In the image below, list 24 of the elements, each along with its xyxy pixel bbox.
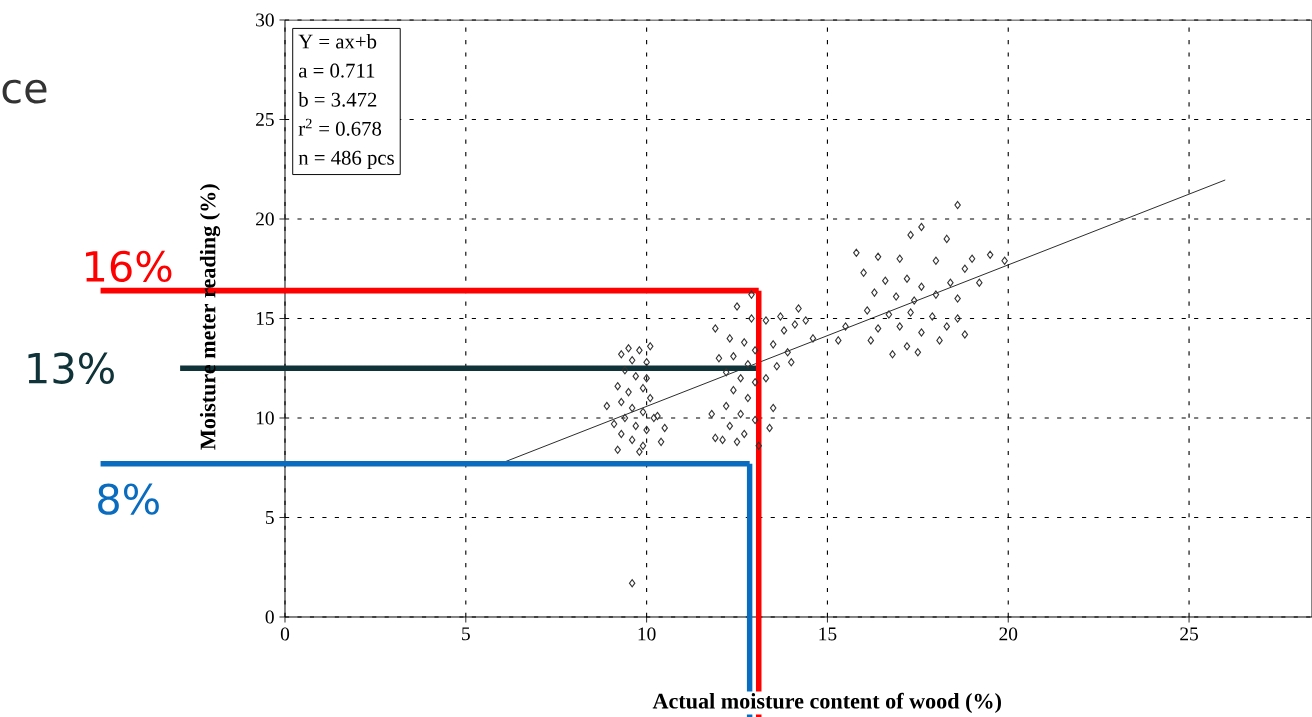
y-tick-label: 0	[265, 610, 274, 624]
x-tick-label: 15	[819, 627, 837, 641]
ref-line-label: 16%	[86, 250, 172, 283]
annotation: a = 0.711	[298, 63, 375, 78]
annotation: r$^{2}$ = 0.678	[298, 118, 382, 136]
x-tick-label: 5	[462, 627, 470, 641]
y-axis-title: Moisture meter reading (%)	[199, 184, 221, 450]
ref-line-label: 13%	[28, 352, 114, 384]
y-tick-label: 20	[256, 212, 274, 226]
y-tick-label: 30	[256, 13, 274, 27]
x-tick-label: 20	[999, 627, 1018, 641]
x-tick-label: 0	[280, 627, 290, 641]
x-tick-label: 10	[638, 627, 656, 641]
y-tick-label: 25	[256, 112, 274, 126]
y-tick-label: 10	[256, 411, 274, 425]
x-tick-label: 25	[1180, 627, 1198, 641]
annotation: b = 3.472	[298, 92, 377, 107]
y-tick-label: 5	[266, 511, 274, 524]
x-axis-title: Actual moisture content of wood (%)	[652, 692, 1001, 714]
y-tick-label: 15	[256, 311, 274, 325]
ref-line-label: 8%	[98, 483, 159, 515]
text: ce	[2, 79, 47, 104]
annotation: n = 486 pcs	[298, 150, 394, 170]
annotation: Y = ax+b	[298, 33, 377, 49]
